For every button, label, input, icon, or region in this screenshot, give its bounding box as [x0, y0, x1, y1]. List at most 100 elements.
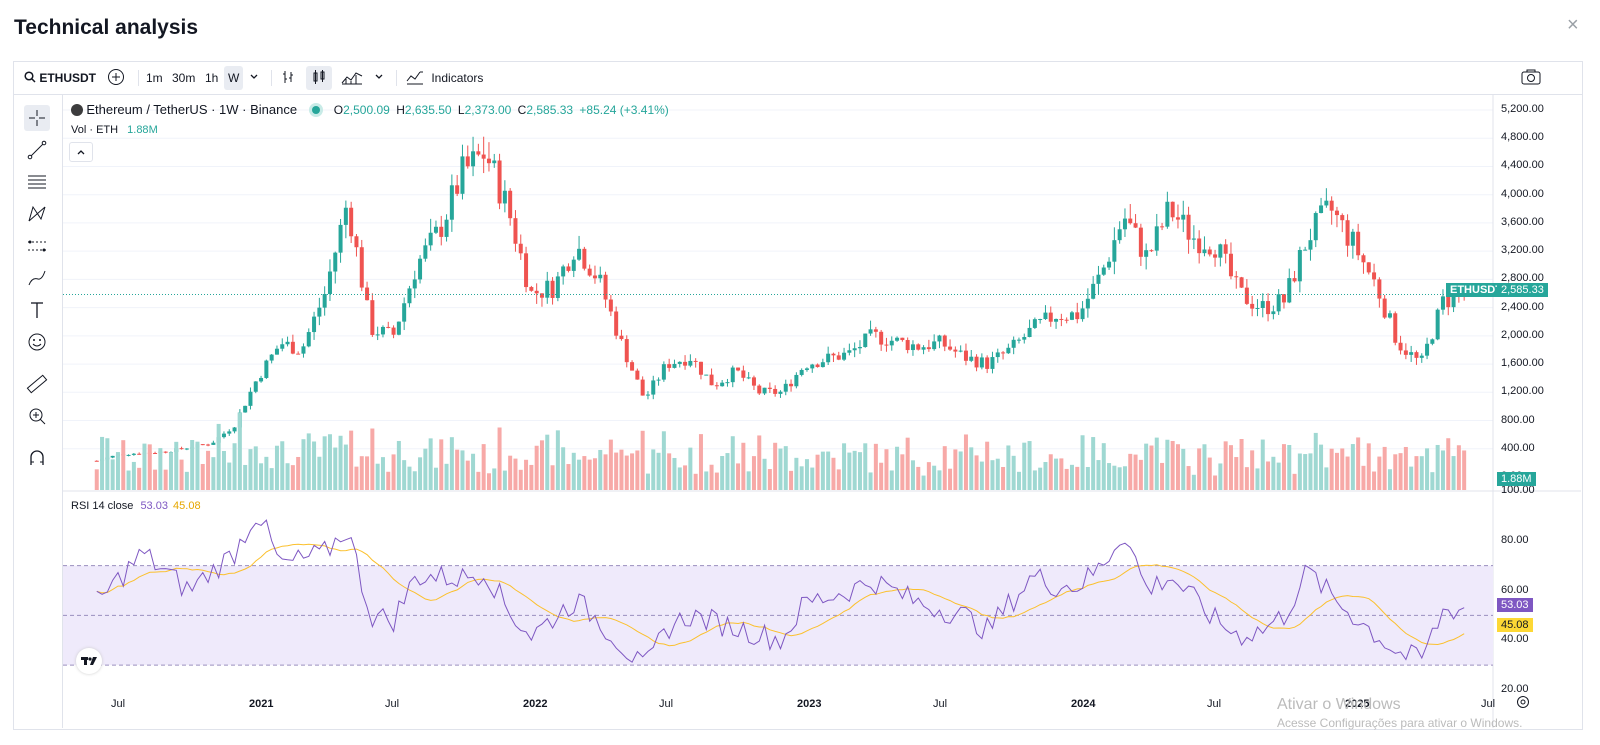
magnet-tool[interactable]	[24, 445, 50, 471]
candle	[1303, 249, 1308, 251]
interval-w[interactable]: W	[224, 66, 244, 90]
interval-dropdown[interactable]	[249, 62, 259, 94]
volume-bar	[1075, 466, 1080, 490]
volume-bar	[1334, 452, 1339, 490]
brush-tool[interactable]	[24, 265, 50, 291]
candle	[349, 207, 354, 237]
volume-bar	[767, 469, 772, 490]
candle	[948, 346, 953, 350]
fib-tool[interactable]	[24, 169, 50, 195]
rsi-tick-label: 60.00	[1501, 583, 1529, 596]
candles-style-button[interactable]	[306, 66, 332, 90]
candle	[1387, 313, 1392, 318]
candle	[253, 381, 258, 392]
candle	[1350, 231, 1355, 246]
volume-bar	[423, 448, 428, 490]
candle	[1419, 355, 1424, 358]
volume-bar	[126, 470, 131, 490]
tradingview-logo-icon[interactable]	[76, 648, 102, 674]
volume-bar	[555, 430, 560, 490]
compare-button[interactable]	[107, 62, 125, 94]
volume-bar	[953, 449, 958, 490]
interval-30m[interactable]: 30m	[172, 71, 196, 85]
area-style-button[interactable]	[341, 62, 363, 94]
volume-bar	[873, 443, 878, 490]
volume-bar	[667, 453, 672, 490]
candle	[1117, 229, 1122, 241]
volume-bar	[1382, 446, 1387, 490]
candle	[163, 451, 168, 453]
volume-bar	[290, 465, 295, 490]
price-chart[interactable]	[63, 95, 1581, 728]
candle	[508, 190, 513, 219]
rsi-tick-label: 20.00	[1501, 683, 1529, 695]
volume-bar	[386, 471, 391, 490]
bars-style-button[interactable]	[280, 62, 296, 94]
pattern-tool[interactable]	[24, 201, 50, 227]
volume-bar	[1324, 467, 1329, 490]
time-tick-label: 2023	[797, 698, 822, 710]
volume-bar	[836, 469, 841, 490]
trend-line-tool[interactable]	[24, 137, 50, 163]
candle	[1218, 244, 1223, 258]
candle	[428, 232, 433, 246]
indicators-button[interactable]: Indicators	[406, 62, 483, 94]
prediction-tool[interactable]	[24, 233, 50, 259]
zoom-tool[interactable]	[24, 403, 50, 429]
candle	[1191, 238, 1196, 240]
candle	[1170, 201, 1175, 218]
volume-bar	[465, 460, 470, 490]
chart-type-dropdown[interactable]	[374, 62, 384, 94]
candle	[773, 388, 778, 394]
volume-bar	[1223, 441, 1228, 490]
snapshot-button[interactable]	[1521, 62, 1541, 94]
candle	[1069, 312, 1074, 320]
volume-bar	[105, 438, 110, 490]
candle	[1197, 238, 1202, 254]
candle	[1128, 218, 1133, 224]
tv-logo-icon	[81, 657, 97, 665]
volume-bar	[1144, 443, 1149, 490]
volume-bar	[571, 452, 576, 490]
candle	[306, 332, 311, 347]
volume-bar	[1154, 437, 1159, 490]
volume-bar	[1345, 456, 1350, 490]
chart-settings-button[interactable]	[1516, 695, 1530, 712]
candle	[386, 326, 391, 328]
volume-bar	[598, 449, 603, 490]
interval-1m[interactable]: 1m	[146, 71, 163, 85]
price-tick-label: 1,200.00	[1501, 385, 1544, 398]
volume-bar	[1377, 456, 1382, 490]
chart-area[interactable]: Ethereum / TetherUS · 1W · Binance O2,50…	[63, 95, 1581, 733]
volume-bar	[1350, 444, 1355, 490]
candle	[396, 321, 401, 335]
volume-bar	[211, 457, 216, 490]
candle	[534, 290, 539, 294]
candle	[529, 287, 534, 291]
emoji-tool[interactable]	[24, 329, 50, 355]
candle	[200, 444, 205, 446]
candle	[1393, 313, 1398, 343]
symbol-search-button[interactable]: ETHUSDT	[24, 62, 96, 94]
volume-bar	[698, 434, 703, 490]
volume-bar	[640, 430, 645, 490]
volume-bar	[455, 449, 460, 490]
close-icon[interactable]: ×	[1567, 14, 1579, 36]
rsi-ma-tag: 45.08	[1497, 618, 1533, 632]
volume-bar	[577, 459, 582, 490]
volume-bar	[1239, 438, 1244, 490]
interval-1h[interactable]: 1h	[205, 71, 219, 85]
candle	[312, 316, 317, 333]
volume-bar	[948, 468, 953, 490]
candle	[905, 340, 910, 351]
price-legend: Ethereum / TetherUS · 1W · Binance O2,50…	[71, 102, 669, 117]
candle	[555, 276, 560, 298]
price-tick-label: 4,000.00	[1501, 187, 1544, 200]
text-tool[interactable]	[24, 297, 50, 323]
low-label: L	[457, 103, 465, 117]
time-tick-label: 2022	[523, 698, 548, 710]
measure-tool[interactable]	[24, 371, 50, 397]
crosshair-tool[interactable]	[24, 105, 50, 131]
volume-bar	[1122, 466, 1127, 490]
collapse-legend-button[interactable]	[69, 142, 93, 162]
